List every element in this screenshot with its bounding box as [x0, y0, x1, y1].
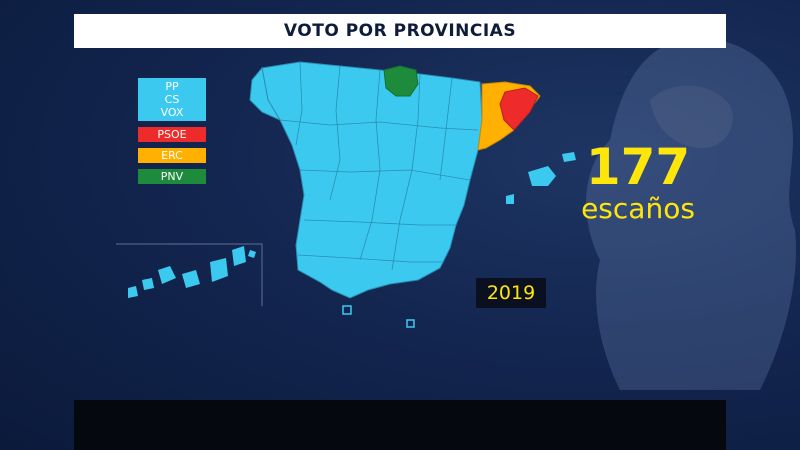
mallorca-island	[528, 166, 556, 186]
barcelona-psoe-region	[499, 87, 539, 131]
seats-counter: 177 escaños	[568, 140, 708, 224]
legend-label-pp: PP	[165, 80, 179, 93]
title-bar: VOTO POR PROVINCIAS	[74, 14, 726, 48]
seats-number: 177	[585, 138, 691, 196]
year-label: 2019	[486, 282, 536, 304]
legend-item-pp-cs-vox: PP CS VOX	[138, 78, 206, 121]
legend-label-psoe: PSOE	[157, 128, 187, 141]
mainland-region	[261, 61, 483, 299]
legend-label-cs: CS	[164, 93, 180, 106]
galicia-region	[249, 66, 282, 122]
canary-islands	[128, 246, 256, 298]
year-badge: 2019	[476, 278, 546, 308]
legend: PP CS VOX PSOE ERC PNV	[138, 78, 206, 190]
bottom-band	[74, 400, 726, 450]
legend-label-erc: ERC	[161, 149, 183, 162]
legend-item-erc: ERC	[138, 148, 206, 163]
legend-item-pnv: PNV	[138, 169, 206, 184]
legend-label-pnv: PNV	[160, 170, 184, 183]
ceuta-marker	[342, 305, 352, 315]
canary-inset-border	[116, 243, 263, 306]
ibiza-island	[506, 194, 514, 204]
legend-item-psoe: PSOE	[138, 127, 206, 142]
page-title: VOTO POR PROVINCIAS	[283, 21, 517, 41]
legend-label-vox: VOX	[160, 106, 184, 119]
melilla-marker	[406, 319, 415, 328]
lion-statue-background	[586, 38, 796, 390]
menorca-island	[562, 152, 576, 162]
province-borders	[279, 61, 479, 271]
basque-region	[383, 65, 419, 97]
seats-label: escaños	[581, 192, 695, 225]
